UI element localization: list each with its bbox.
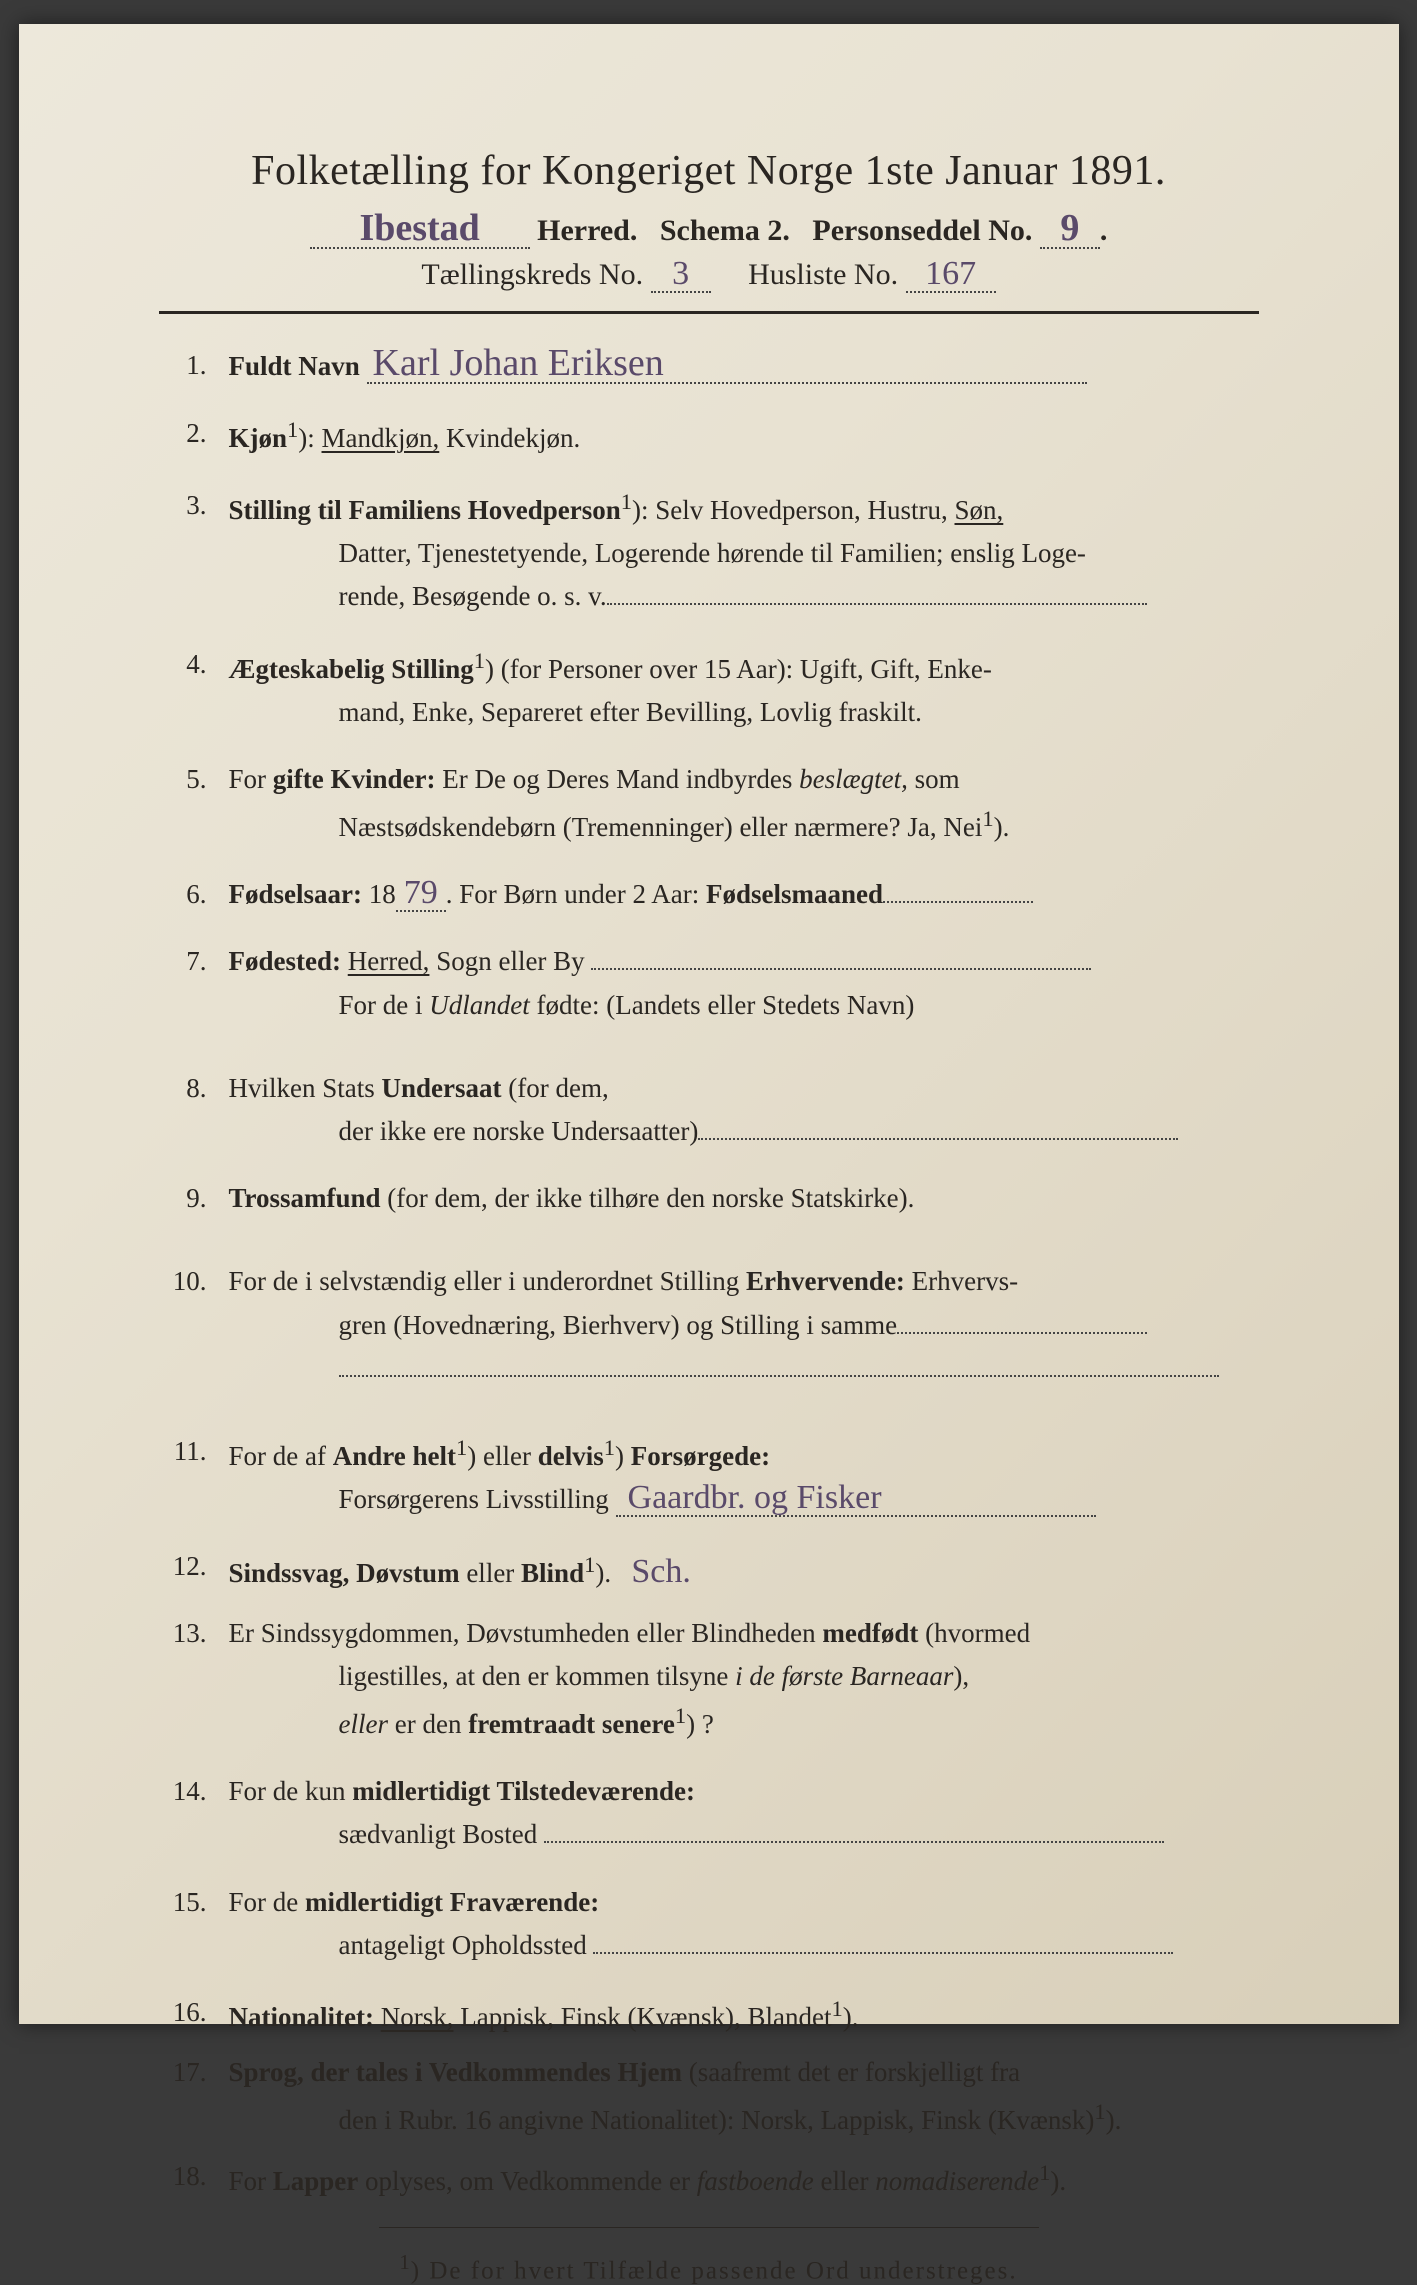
item-13: 13. Er Sindssygdommen, Døvstumheden elle… — [159, 1612, 1259, 1747]
label-nationalitet: Nationalitet: — [229, 2002, 374, 2032]
herred-handwritten: Ibestad — [310, 209, 530, 249]
item-number: 3. — [159, 484, 229, 619]
item-1: 1. Fuldt Navn Karl Johan Eriksen — [159, 344, 1259, 388]
item-number: 14. — [159, 1770, 229, 1856]
item-number: 16. — [159, 1991, 229, 2039]
item-15: 15. For de midlertidigt Fraværende: anta… — [159, 1881, 1259, 1967]
label-stilling: Stilling til Familiens Hovedperson — [229, 495, 621, 525]
birthyear-hw: 79 — [396, 876, 446, 912]
fodested-selected: Herred, — [348, 946, 430, 976]
item-12: 12. Sindssvag, Døvstum eller Blind1). Sc… — [159, 1545, 1259, 1599]
item-number: 11. — [159, 1430, 229, 1521]
footnote-rule — [379, 2227, 1039, 2228]
footnote: 1) De for hvert Tilfælde passende Ord un… — [159, 2250, 1259, 2285]
taellingskreds-label: Tællingskreds No. — [421, 258, 643, 291]
item12-hw: Sch. — [631, 1553, 691, 1590]
schema-label: Schema 2. — [660, 214, 790, 247]
header-rule — [159, 311, 1259, 314]
kjon-selected: Mandkjøn, — [322, 423, 440, 453]
item-number: 7. — [159, 940, 229, 1026]
item-9: 9. Trossamfund (for dem, der ikke tilhør… — [159, 1177, 1259, 1220]
husliste-no: 167 — [906, 257, 996, 293]
item-number: 9. — [159, 1177, 229, 1220]
item-number: 13. — [159, 1612, 229, 1747]
item-18: 18. For Lapper oplyses, om Vedkommende e… — [159, 2155, 1259, 2203]
stilling-selected: Søn, — [955, 495, 1004, 525]
header-line-2: Ibestad Herred. Schema 2. Personseddel N… — [159, 209, 1259, 249]
nationalitet-selected: Norsk, — [381, 2002, 454, 2032]
item-number: 17. — [159, 2051, 229, 2142]
item-number: 10. — [159, 1260, 229, 1390]
item-number: 6. — [159, 873, 229, 916]
item-number: 1. — [159, 344, 229, 388]
item-7: 7. Fødested: Herred, Sogn eller By For d… — [159, 940, 1259, 1026]
label-fodselsaar: Fødselsaar: — [229, 879, 362, 909]
personseddel-label: Personseddel No. — [812, 214, 1032, 247]
herred-label: Herred. — [537, 214, 637, 247]
item-number: 4. — [159, 643, 229, 734]
item-2: 2. Kjøn1): Mandkjøn, Kvindekjøn. — [159, 412, 1259, 460]
label-fodested: Fødested: — [229, 946, 341, 976]
item-11: 11. For de af Andre helt1) eller delvis1… — [159, 1430, 1259, 1521]
kjon-rest: Kvindekjøn. — [446, 423, 580, 453]
husliste-label: Husliste No. — [748, 258, 898, 291]
item-14: 14. For de kun midlertidigt Tilstedevære… — [159, 1770, 1259, 1856]
forsorger-hw: Gaardbr. og Fisker — [616, 1481, 1096, 1517]
census-form-page: Folketælling for Kongeriget Norge 1ste J… — [19, 24, 1399, 2024]
label-trossamfund: Trossamfund — [229, 1183, 381, 1213]
label-fuldt-navn: Fuldt Navn — [229, 351, 360, 381]
item-number: 2. — [159, 412, 229, 460]
item-number: 12. — [159, 1545, 229, 1599]
item-4: 4. Ægteskabelig Stilling1) (for Personer… — [159, 643, 1259, 734]
item-number: 15. — [159, 1881, 229, 1967]
item-16: 16. Nationalitet: Norsk, Lappisk, Finsk … — [159, 1991, 1259, 2039]
item-8: 8. Hvilken Stats Undersaat (for dem, der… — [159, 1067, 1259, 1153]
label-aegteskab: Ægteskabelig Stilling — [229, 654, 474, 684]
personseddel-no: 9 — [1040, 209, 1100, 249]
name-handwritten: Karl Johan Eriksen — [367, 344, 1087, 384]
item-10: 10. For de i selvstændig eller i underor… — [159, 1260, 1259, 1390]
page-title: Folketælling for Kongeriget Norge 1ste J… — [159, 144, 1259, 199]
header-line-3: Tællingskreds No. 3 Husliste No. 167 — [159, 257, 1259, 293]
label-gifte-kvinder: gifte Kvinder: — [273, 764, 436, 794]
item-number: 5. — [159, 758, 229, 849]
item-17: 17. Sprog, der tales i Vedkommendes Hjem… — [159, 2051, 1259, 2142]
item-5: 5. For gifte Kvinder: Er De og Deres Man… — [159, 758, 1259, 849]
item-number: 8. — [159, 1067, 229, 1153]
label-kjon: Kjøn — [229, 423, 288, 453]
taellingskreds-no: 3 — [651, 257, 711, 293]
item-3: 3. Stilling til Familiens Hovedperson1):… — [159, 484, 1259, 619]
item-6: 6. Fødselsaar: 1879. For Børn under 2 Aa… — [159, 873, 1259, 916]
item-number: 18. — [159, 2155, 229, 2203]
form-items: 1. Fuldt Navn Karl Johan Eriksen 2. Kjøn… — [159, 344, 1259, 2203]
